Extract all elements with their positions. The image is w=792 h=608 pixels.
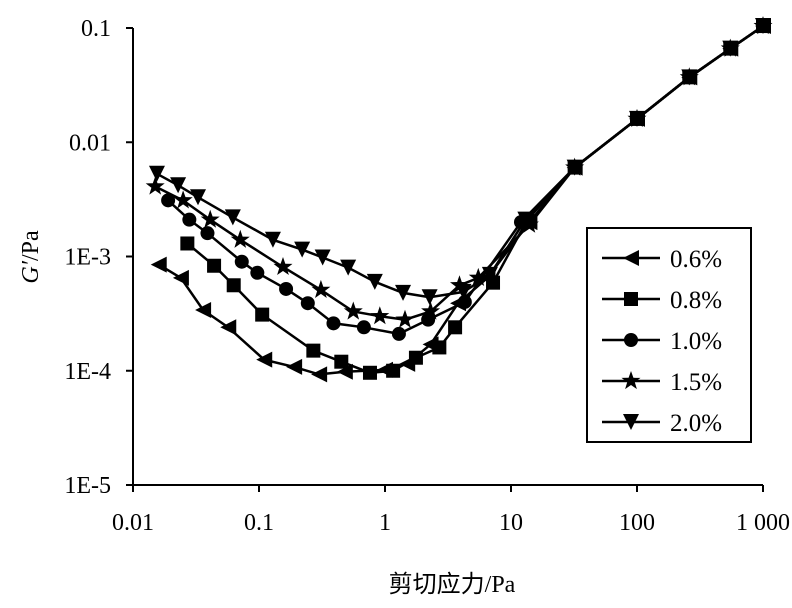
series-layer <box>145 16 773 383</box>
legend-label: 2.0% <box>670 410 722 437</box>
data-point <box>224 209 241 226</box>
data-point <box>173 190 193 209</box>
data-point <box>370 306 390 325</box>
data-point <box>517 211 534 228</box>
data-point <box>455 283 472 300</box>
data-point <box>195 302 212 319</box>
y-tick-label: 0.01 <box>69 130 111 156</box>
legend-marker <box>621 371 641 390</box>
data-point <box>190 189 207 206</box>
data-point <box>311 279 331 298</box>
data-point <box>629 110 645 127</box>
data-point <box>311 366 328 383</box>
y-axis-title-symbol: G′ <box>18 260 44 283</box>
x-tick-label: 1 000 <box>736 510 790 536</box>
legend-label: 0.6% <box>670 246 722 273</box>
data-point <box>286 358 303 375</box>
data-point <box>264 231 281 248</box>
y-axis-title-unit: /Pa <box>18 230 44 261</box>
data-point <box>148 165 165 182</box>
legend-label: 1.5% <box>670 369 722 396</box>
data-point <box>421 289 438 306</box>
x-tick-label: 1 <box>379 510 391 536</box>
legend-label: 1.0% <box>670 328 722 355</box>
legend-item: 2.0% <box>602 410 722 437</box>
data-point <box>230 229 250 248</box>
data-point <box>340 259 357 276</box>
series-20 <box>148 18 771 306</box>
data-point <box>395 284 412 301</box>
data-point <box>334 354 349 369</box>
data-point <box>220 319 237 336</box>
x-tick-label: 100 <box>619 510 655 536</box>
legend-marker <box>623 414 639 430</box>
data-point <box>448 320 463 335</box>
data-point <box>226 278 241 293</box>
data-point <box>279 281 294 296</box>
y-tick-label: 0.1 <box>81 16 111 42</box>
data-point <box>681 69 698 86</box>
x-tick-label: 0.01 <box>112 510 154 536</box>
data-point <box>172 269 189 286</box>
data-point <box>391 326 406 341</box>
data-point <box>234 254 249 269</box>
data-point <box>457 294 472 309</box>
legend-item: 0.8% <box>602 287 722 314</box>
data-point <box>343 301 363 320</box>
y-tick-label: 1E-4 <box>64 359 111 385</box>
data-point <box>182 212 197 227</box>
data-point <box>395 309 415 328</box>
data-point <box>432 340 447 355</box>
y-tick-label: 1E-5 <box>64 473 111 499</box>
legend-marker <box>624 333 638 347</box>
x-tick-label: 10 <box>499 510 523 536</box>
legend-box <box>586 227 752 443</box>
data-point <box>306 343 321 358</box>
data-point <box>755 18 771 35</box>
data-point <box>421 301 441 320</box>
data-point <box>481 266 498 283</box>
legend-item: 1.5% <box>602 369 722 396</box>
data-point <box>366 273 383 290</box>
data-point <box>200 226 215 241</box>
data-point <box>519 214 539 233</box>
data-point <box>273 257 293 275</box>
legend-marker <box>623 250 639 266</box>
legend-item: 1.0% <box>602 328 722 355</box>
data-point <box>326 316 341 331</box>
data-point <box>566 159 583 176</box>
data-point <box>294 241 311 258</box>
y-tick-label: 1E-3 <box>64 245 111 271</box>
x-tick-label: 0.1 <box>244 510 274 536</box>
y-axis-title: G′/Pa <box>18 230 44 284</box>
data-point <box>255 307 270 322</box>
data-point <box>362 365 377 380</box>
data-point <box>468 267 488 286</box>
data-point <box>722 40 739 57</box>
data-point <box>314 249 331 266</box>
data-point <box>256 351 273 368</box>
data-point <box>207 258 222 273</box>
legend: 0.6% 0.8% 1.0% 1.5% 2.0% <box>586 227 752 443</box>
axes: 0.01 0.1 1 10 100 1 000 1E-5 1E-4 1E-3 0.01 0.1 <box>64 16 790 536</box>
data-point <box>180 236 195 251</box>
data-point <box>250 265 265 280</box>
data-point <box>161 193 176 208</box>
data-point <box>336 363 353 380</box>
data-point <box>145 176 165 195</box>
data-point <box>170 177 187 194</box>
data-point <box>386 363 401 378</box>
legend-marker <box>624 292 638 306</box>
data-point <box>356 320 371 335</box>
legend-item: 0.6% <box>602 246 722 273</box>
data-point <box>408 350 423 365</box>
data-point <box>150 256 167 273</box>
legend-label: 0.8% <box>670 287 722 314</box>
x-axis-title: 剪切应力/Pa <box>389 571 516 598</box>
data-point <box>300 296 315 311</box>
data-point <box>200 209 220 228</box>
